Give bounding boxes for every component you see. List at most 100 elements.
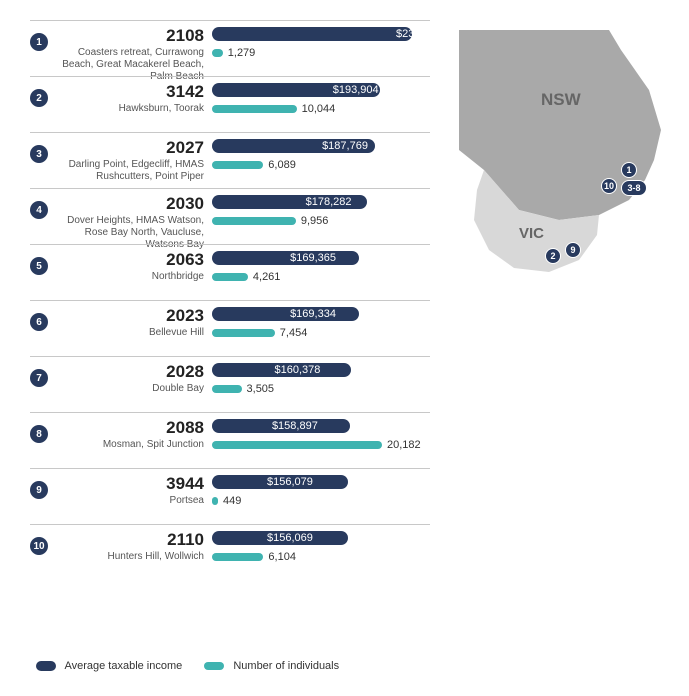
indiv-value: 3,505 (247, 382, 275, 396)
row-bars: $230,330 1,279 (212, 27, 422, 63)
indiv-bar-wrap: 4,261 (212, 270, 422, 284)
postcode-value: 2110 (54, 531, 204, 550)
row-bars: $193,90410,044 (212, 83, 422, 119)
row-bars: $178,282 9,956 (212, 195, 422, 231)
row-left: 3142Hawksburn, Toorak (54, 83, 204, 115)
indiv-bar-wrap: 6,104 (212, 550, 422, 564)
indiv-value: 4,261 (253, 270, 281, 284)
vic-label: VIC (519, 225, 544, 242)
suburbs-label: Mosman, Spit Junction (54, 439, 204, 451)
income-bar-wrap: $156,079 (212, 475, 422, 491)
legend-label-indiv: Number of individuals (233, 660, 339, 672)
income-value: $230,330 (396, 27, 406, 41)
row-left: 2028Double Bay (54, 363, 204, 395)
postcode-row: 9 3944Portsea $156,079 449 (30, 468, 430, 524)
postcode-value: 2108 (54, 27, 204, 46)
postcode-row: 102110Hunters Hill, Wollwich$156,0696,10… (30, 524, 430, 580)
indiv-bar (212, 161, 263, 169)
row-left: 2027Darling Point, Edgecliff, HMAS Rushc… (54, 139, 204, 183)
postcode-row: 8 2088Mosman, Spit Junction $158,897 20,182 (30, 412, 430, 468)
suburbs-label: Portsea (54, 495, 204, 507)
indiv-bar-wrap: 7,454 (212, 326, 422, 340)
row-bars: $156,069 6,104 (212, 531, 422, 567)
legend-item-income: Average taxable income (36, 660, 182, 672)
postcode-row: 3 2027Darling Point, Edgecliff, HMAS Rush… (30, 132, 430, 188)
indiv-value: 1,279 (228, 46, 256, 60)
income-bar-wrap: $160,378 (212, 363, 422, 379)
suburbs-label: Bellevue Hill (54, 327, 204, 339)
income-value: $178,282 (306, 195, 361, 209)
postcode-value: 2027 (54, 139, 204, 158)
row-left: 3944Portsea (54, 475, 204, 507)
postcode-value: 2088 (54, 419, 204, 438)
indiv-bar (212, 385, 242, 393)
postcode-row: 52063Northbridge$169,3654,261 (30, 244, 430, 300)
indiv-value: 9,956 (301, 214, 329, 228)
rank-badge: 4 (30, 201, 48, 219)
row-bars: $187,769 6,089 (212, 139, 422, 175)
postcode-row: 2 3142Hawksburn, Toorak$193,90410,044 (30, 76, 430, 132)
rank-badge: 6 (30, 313, 48, 331)
indiv-bar (212, 105, 297, 113)
row-left: 2110Hunters Hill, Wollwich (54, 531, 204, 563)
map-badge: 9 (565, 242, 581, 258)
row-left: 2088Mosman, Spit Junction (54, 419, 204, 451)
income-bar-wrap: $158,897 (212, 419, 422, 435)
indiv-bar-wrap: 6,089 (212, 158, 422, 172)
rank-badge: 5 (30, 257, 48, 275)
rank-badge: 2 (30, 89, 48, 107)
legend-swatch-indiv (204, 662, 224, 670)
suburbs-label: Northbridge (54, 271, 204, 283)
indiv-value: 20,182 (387, 438, 421, 452)
indiv-value: 449 (223, 494, 241, 508)
postcode-row: 12108Coasters retreat, Currawong Beach, … (30, 20, 430, 76)
postcode-value: 2028 (54, 363, 204, 382)
chart-area: 12108Coasters retreat, Currawong Beach, … (30, 20, 430, 580)
indiv-bar (212, 329, 275, 337)
income-bar-wrap: $169,334 (212, 307, 422, 323)
indiv-bar (212, 553, 263, 561)
indiv-bar-wrap: 9,956 (212, 214, 422, 228)
legend: Average taxable income Number of individ… (36, 660, 339, 672)
indiv-value: 6,104 (268, 550, 296, 564)
rank-badge: 3 (30, 145, 48, 163)
income-value: $158,897 (272, 419, 344, 433)
row-bars: $169,3654,261 (212, 251, 422, 287)
indiv-bar-wrap: 449 (212, 494, 422, 508)
postcode-row: 6 2023Bellevue Hill $169,334 7,454 (30, 300, 430, 356)
row-bars: $169,334 7,454 (212, 307, 422, 343)
indiv-bar-wrap: 1,279 (212, 46, 422, 60)
legend-swatch-income (36, 661, 56, 671)
income-bar-wrap: $230,330 (212, 27, 422, 43)
income-value: $156,069 (267, 531, 341, 545)
row-left: 2030Dover Heights, HMAS Watson, Rose Bay… (54, 195, 204, 251)
income-value: $187,769 (322, 139, 369, 153)
row-left: 2023Bellevue Hill (54, 307, 204, 339)
indiv-bar (212, 273, 248, 281)
legend-item-indiv: Number of individuals (204, 660, 339, 672)
indiv-bar (212, 49, 223, 57)
indiv-bar-wrap: 20,182 (212, 438, 422, 452)
map-svg (449, 20, 679, 300)
suburbs-label: Double Bay (54, 383, 204, 395)
income-bar (212, 27, 412, 41)
rank-badge: 9 (30, 481, 48, 499)
postcode-value: 3142 (54, 83, 204, 102)
indiv-bar (212, 441, 382, 449)
nsw-label: NSW (541, 90, 581, 110)
map-badge: 10 (601, 178, 617, 194)
row-bars: $160,3783,505 (212, 363, 422, 399)
row-bars: $158,897 20,182 (212, 419, 422, 455)
indiv-value: 10,044 (302, 102, 336, 116)
income-value: $156,079 (267, 475, 341, 489)
income-bar-wrap: $187,769 (212, 139, 422, 155)
indiv-bar (212, 497, 218, 505)
map-badge: 2 (545, 248, 561, 264)
postcode-row: 42030Dover Heights, HMAS Watson, Rose Ba… (30, 188, 430, 244)
indiv-value: 7,454 (280, 326, 308, 340)
indiv-bar-wrap: 3,505 (212, 382, 422, 396)
indiv-value: 6,089 (268, 158, 296, 172)
postcode-row: 72028Double Bay$160,3783,505 (30, 356, 430, 412)
rank-badge: 8 (30, 425, 48, 443)
income-value: $160,378 (275, 363, 346, 377)
